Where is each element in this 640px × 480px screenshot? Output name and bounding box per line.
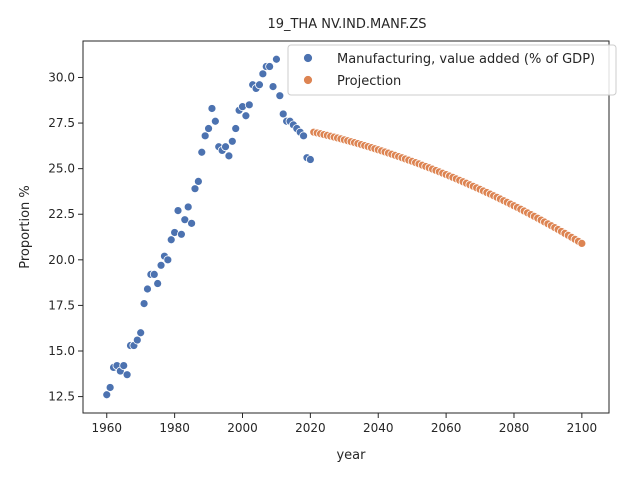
historical-point bbox=[244, 100, 254, 110]
historical-point bbox=[149, 270, 159, 279]
historical-point bbox=[207, 104, 217, 113]
historical-point bbox=[187, 218, 196, 228]
historical-point bbox=[122, 370, 132, 380]
x-tick-label: 2000 bbox=[227, 421, 258, 435]
historical-point bbox=[200, 131, 210, 141]
y-tick-label: 30.0 bbox=[48, 70, 75, 84]
historical-point bbox=[166, 235, 176, 245]
historical-point bbox=[275, 91, 285, 101]
y-tick-label: 27.5 bbox=[48, 116, 75, 130]
historical-point bbox=[241, 111, 251, 121]
historical-point bbox=[183, 202, 193, 212]
historical-point bbox=[119, 361, 129, 370]
historical-point bbox=[265, 62, 275, 71]
x-axis: 1960 1980 2000 2020 2040 2060 2080 2100 bbox=[91, 413, 597, 435]
historical-point bbox=[210, 116, 220, 126]
legend-marker bbox=[303, 53, 313, 63]
projection-point bbox=[577, 239, 587, 248]
historical-point bbox=[143, 284, 152, 294]
historical-point bbox=[224, 151, 234, 161]
y-tick-label: 22.5 bbox=[48, 207, 75, 221]
historical-point bbox=[278, 109, 288, 119]
historical-point bbox=[102, 390, 112, 400]
historical-point bbox=[268, 82, 278, 91]
x-tick-label: 2080 bbox=[499, 421, 530, 435]
historical-point bbox=[227, 136, 237, 146]
historical-point bbox=[190, 184, 200, 194]
y-tick-label: 20.0 bbox=[48, 253, 75, 267]
chart-title: 19_THA NV.IND.MANF.ZS bbox=[267, 17, 426, 32]
historical-point bbox=[105, 383, 115, 392]
historical-point bbox=[153, 279, 163, 288]
legend-marker bbox=[303, 75, 313, 85]
historical-point bbox=[132, 335, 142, 345]
historical-point bbox=[231, 124, 241, 133]
historical-point bbox=[258, 69, 268, 79]
historical-point bbox=[255, 80, 264, 90]
x-tick-label: 2100 bbox=[567, 421, 598, 435]
plot-area bbox=[82, 40, 610, 414]
historical-point bbox=[197, 147, 207, 157]
historical-point bbox=[139, 299, 149, 308]
y-tick-label: 12.5 bbox=[48, 390, 75, 404]
x-tick-label: 2020 bbox=[295, 421, 326, 435]
legend-label: Projection bbox=[337, 74, 401, 89]
x-axis-label: year bbox=[336, 448, 366, 463]
legend-box bbox=[287, 44, 617, 96]
y-axis-label: Proportion % bbox=[18, 185, 33, 269]
x-tick-label: 2040 bbox=[363, 421, 394, 435]
historical-point bbox=[272, 54, 281, 64]
x-tick-label: 2060 bbox=[431, 421, 462, 435]
historical-point bbox=[221, 142, 230, 152]
historical-point bbox=[204, 124, 213, 133]
historical-point bbox=[180, 215, 190, 225]
historical-point bbox=[163, 255, 173, 265]
historical-point bbox=[305, 155, 315, 164]
y-tick-label: 25.0 bbox=[48, 162, 75, 176]
historical-point bbox=[156, 260, 166, 270]
historical-point bbox=[193, 177, 203, 186]
legend-label: Manufacturing, value added (% of GDP) bbox=[337, 52, 595, 67]
legend: Manufacturing, value added (% of GDP) Pro… bbox=[287, 44, 617, 96]
x-tick-label: 1960 bbox=[91, 421, 122, 435]
historical-point bbox=[299, 131, 308, 141]
y-tick-label: 15.0 bbox=[48, 344, 75, 358]
y-tick-label: 17.5 bbox=[48, 298, 75, 312]
x-tick-label: 1980 bbox=[159, 421, 190, 435]
historical-point bbox=[177, 229, 186, 239]
plot-frame bbox=[82, 40, 610, 414]
y-axis: 12.5 15.0 17.5 20.0 22.5 25.0 27.5 30.0 bbox=[48, 70, 83, 404]
historical-point bbox=[173, 206, 183, 215]
historical-point bbox=[136, 328, 146, 338]
